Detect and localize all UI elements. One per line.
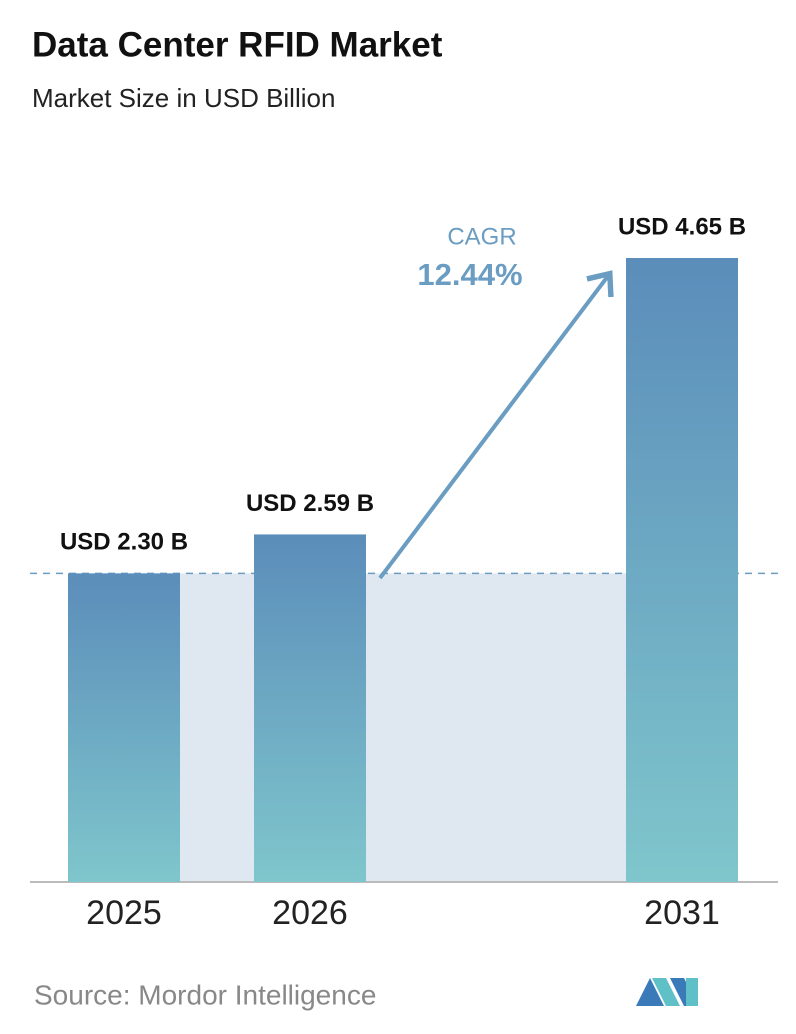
value-label: USD 2.30 B	[60, 529, 188, 556]
value-label: USD 4.65 B	[618, 213, 746, 240]
bar	[254, 534, 366, 882]
chart-subtitle: Market Size in USD Billion	[32, 83, 335, 113]
bar	[68, 573, 180, 882]
logo	[636, 978, 698, 1006]
plot-area: USD 2.30 B 2025 USD 2.59 B 2026 USD 4.65 B 20…	[30, 213, 782, 932]
value-label: USD 2.59 B	[246, 490, 374, 517]
reference-band	[180, 573, 626, 882]
chart-title: Data Center RFID Market	[32, 25, 443, 64]
x-tick-label: 2031	[644, 894, 720, 932]
cagr-value: 12.44%	[417, 257, 522, 292]
growth-arrow	[378, 270, 614, 580]
x-tick-label: 2026	[272, 894, 348, 932]
bar	[626, 258, 738, 882]
cagr-label: CAGR	[447, 223, 516, 250]
source: Source: Mordor Intelligence	[34, 979, 376, 1010]
x-tick-label: 2025	[86, 894, 162, 932]
